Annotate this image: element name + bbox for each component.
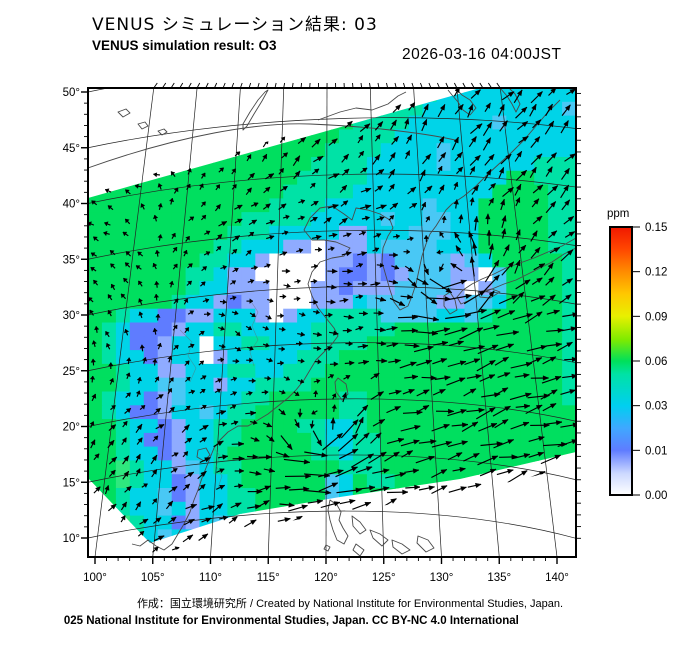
colorbar: 0.15 0.12 0.09 0.06 0.03 0.01 0.00 ppm xyxy=(607,208,667,502)
lon-tick-label: 130° xyxy=(430,572,454,584)
graticule xyxy=(88,88,576,557)
coastlines xyxy=(88,88,576,557)
title-english: VENUS simulation result: O3 xyxy=(92,38,277,53)
lat-tick-label: 45° xyxy=(63,143,80,155)
lon-tick-label: 125° xyxy=(372,572,396,584)
lon-tick-label: 110° xyxy=(199,572,222,584)
wind-vector-layer xyxy=(88,88,576,553)
lat-tick-label: 50° xyxy=(63,87,80,99)
lat-tick-label: 10° xyxy=(63,533,80,545)
colorbar-tick-label: 0.06 xyxy=(645,356,667,368)
lat-tick-label: 30° xyxy=(63,310,80,322)
lon-tick-label: 115° xyxy=(257,572,280,584)
attribution-line: 作成：国立環境研究所 / Created by National Institu… xyxy=(136,598,564,610)
lon-tick-label: 100° xyxy=(83,572,107,584)
colorbar-tick-label: 0.01 xyxy=(645,445,667,457)
colorbar-tick-label: 0.12 xyxy=(645,267,667,279)
colorbar-tick-label: 0.15 xyxy=(645,222,667,234)
lat-tick-label: 35° xyxy=(63,254,80,266)
admin-boundaries xyxy=(179,299,259,489)
lat-tick-label: 25° xyxy=(63,366,80,378)
lon-tick-label: 135° xyxy=(487,572,511,584)
axis-ticks xyxy=(81,82,581,564)
o3-concentration-field xyxy=(88,88,576,543)
copyright-line: ©2025 National Institute for Environment… xyxy=(64,615,519,627)
colorbar-tick-label: 0.09 xyxy=(645,311,667,323)
colorbar-unit-label: ppm xyxy=(607,208,629,220)
axis-labels: 100° 105° 110° 115° 120° 125° 130° 135° 140° 50° 4… xyxy=(63,87,569,584)
map-area xyxy=(88,88,576,557)
title-japanese: VENUS シミュレーション結果: 03 xyxy=(92,15,378,35)
lon-tick-label: 140° xyxy=(545,572,569,584)
map-frame xyxy=(87,87,577,558)
lat-tick-label: 15° xyxy=(63,477,80,489)
copyright-line-clip: ©2025 National Institute for Environment… xyxy=(64,611,700,631)
colorbar-tick-label: 0.00 xyxy=(645,490,667,502)
colorbar-tick-label: 0.03 xyxy=(645,401,667,413)
lat-tick-label: 20° xyxy=(63,422,80,434)
timestamp-label: 2026-03-16 04:00JST xyxy=(402,46,562,63)
lon-tick-label: 120° xyxy=(314,572,338,584)
lat-tick-label: 40° xyxy=(63,199,80,211)
lon-tick-label: 105° xyxy=(141,572,165,584)
